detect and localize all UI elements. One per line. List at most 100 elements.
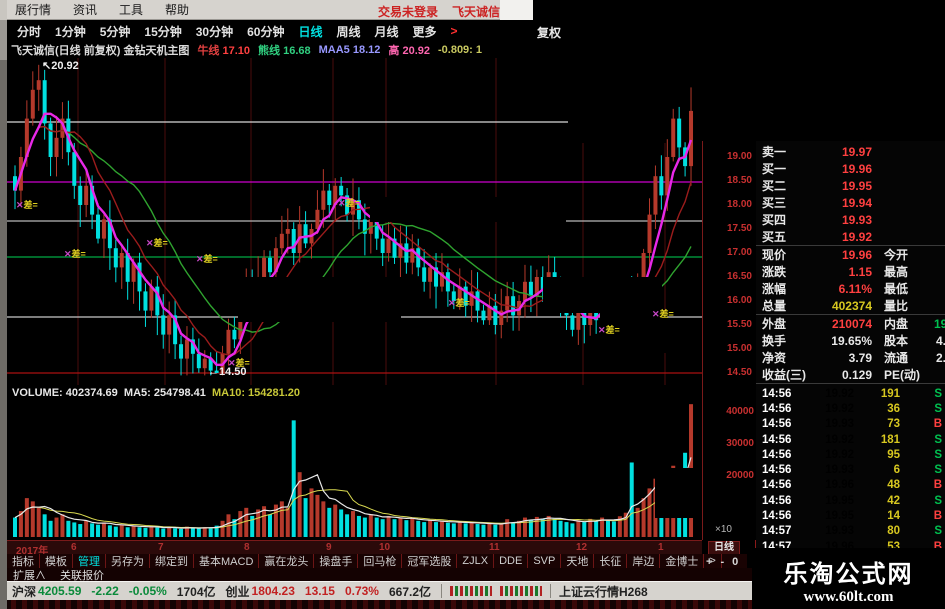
period-indicator: 日线 xyxy=(708,541,740,555)
tick-row: 14:56 19.92 181 S xyxy=(762,433,942,446)
quote-info: 现价 19.96 今开 涨跌 1.15 最高 涨幅 6.11% 最低 xyxy=(756,246,945,384)
indicator-extra: -0.809: 1 xyxy=(437,44,483,56)
zoom-controls: + -0 xyxy=(706,556,738,568)
chinext-label[interactable]: 创业 xyxy=(225,584,250,599)
signal-marker: ✕差= xyxy=(598,325,620,335)
fuquan-button[interactable]: 复权 xyxy=(537,26,562,40)
menu-bar-blank xyxy=(500,0,533,20)
quote-info-row: 换手 19.65% 股本 4. xyxy=(762,333,945,349)
main-candlestick-chart[interactable] xyxy=(7,58,702,385)
expand-bar-item[interactable]: 关联报价 xyxy=(60,569,104,582)
month-label: 6 xyxy=(71,542,77,553)
volume-chart[interactable] xyxy=(7,385,702,540)
volume-axis-label: 30000 xyxy=(726,438,754,449)
indicator-tab[interactable]: SVP xyxy=(528,554,562,568)
market-heat-blocks xyxy=(450,586,492,596)
chinext-amount: 667.2亿 xyxy=(388,584,431,599)
month-label: 11 xyxy=(489,542,500,553)
tick-row: 14:57 19.96 53 B xyxy=(762,540,942,548)
indicator-tab[interactable]: 指标 xyxy=(7,554,40,568)
signal-marker: ✕差= xyxy=(146,238,168,248)
period-tab[interactable]: 日线 xyxy=(298,24,323,39)
price-axis-label: 15.50 xyxy=(726,319,752,330)
price-axis-label: 18.00 xyxy=(726,199,752,210)
chart-header: 飞天诚信(日线 前复权) 金钻天机主图 牛线 17.10 熊线 16.68 MA… xyxy=(7,42,611,58)
indicator-tab[interactable]: 金博士 xyxy=(660,554,705,568)
status-divider xyxy=(441,584,442,598)
period-toolbar: 分时 1分钟 5分钟 15分钟 30分钟 60分钟 日线 周线 月线 更多 > xyxy=(7,20,708,42)
indicator-tab[interactable]: 绑定到 xyxy=(150,554,194,568)
year-label: 2017年 xyxy=(16,546,49,557)
signal-marker: ✕差= xyxy=(652,309,674,319)
period-tab[interactable]: 1分钟 xyxy=(55,24,86,39)
trough-price-label: ←14.50 xyxy=(208,366,247,378)
order-book-row: 买四 19.93 xyxy=(762,212,872,228)
indicator-tab[interactable]: 基本MACD xyxy=(194,554,260,568)
order-book-row: 买三 19.94 xyxy=(762,195,872,211)
expand-bar-item[interactable]: 扩展∧ xyxy=(13,569,46,582)
price-axis-label: 17.00 xyxy=(726,247,752,258)
indicator-tab[interactable]: 赢在龙头 xyxy=(259,554,315,568)
zoom-control-button[interactable]: 0 xyxy=(732,556,739,568)
indicator-tab[interactable]: 管理 xyxy=(73,554,106,568)
indicator-tab[interactable]: 长征 xyxy=(594,554,628,568)
zoom-control-button[interactable]: + xyxy=(706,556,713,568)
menu-item-quotes[interactable]: 展行情 xyxy=(15,3,52,17)
tick-row: 14:56 19.95 42 S xyxy=(762,494,942,507)
watermark-url: www.60lt.com xyxy=(803,589,894,605)
indicator-bull: 牛线 17.10 xyxy=(197,45,251,57)
indicator-tab[interactable]: ZJLX xyxy=(457,554,495,568)
indicator-tab[interactable]: 操盘手 xyxy=(314,554,359,568)
period-tab[interactable]: 周线 xyxy=(336,24,361,39)
volume-multiplier-label: ×10 xyxy=(715,524,732,535)
indicator-tab[interactable]: 冠军选股 xyxy=(402,554,458,568)
period-tab[interactable]: 30分钟 xyxy=(195,24,234,39)
indicator-tab[interactable]: DDE xyxy=(494,554,529,568)
trade-login-status[interactable]: 交易未登录 xyxy=(378,5,439,19)
tick-row: 14:56 19.93 6 S xyxy=(762,464,942,477)
zoom-control-button[interactable]: - xyxy=(720,556,725,568)
period-tab[interactable]: 5分钟 xyxy=(99,24,131,39)
period-tab[interactable]: 分时 xyxy=(17,24,42,39)
menu-item-help[interactable]: 帮助 xyxy=(165,3,190,17)
period-tab[interactable]: 更多 xyxy=(412,24,437,39)
menu-bar: 展行情 资讯 工具 帮助 xyxy=(7,0,533,20)
period-tab[interactable]: 15分钟 xyxy=(144,24,182,39)
indicator-tab-bar: 指标 模板 管理 另存为 绑定到 基本MACD 赢在龙头 操盘手 回马枪 冠军选股 ZJLX DDE S… xyxy=(7,554,747,568)
menu-item-tools[interactable]: 工具 xyxy=(119,3,144,17)
tick-list[interactable]: 14:56 19.92 191 S 14:56 19.92 36 S 14:56… xyxy=(756,386,945,548)
tick-row: 14:56 19.92 36 S xyxy=(762,402,942,415)
month-label: 12 xyxy=(576,542,588,553)
period-tab[interactable]: 月线 xyxy=(374,24,399,39)
period-tab[interactable]: > xyxy=(450,24,458,38)
signal-marker: ✕差= xyxy=(448,298,470,308)
month-label: 7 xyxy=(158,542,164,553)
quote-info-row: 现价 19.96 今开 xyxy=(762,247,909,263)
indicator-tab[interactable]: 模板 xyxy=(40,554,73,568)
indicator-high: 高 20.92 xyxy=(388,45,430,57)
market-heat-blocks xyxy=(500,586,542,596)
indicator-tab[interactable]: > xyxy=(704,554,722,568)
sh-sz-label[interactable]: 沪深 xyxy=(12,584,37,599)
watermark-site-name: 乐淘公式网 xyxy=(783,561,914,588)
indicator-tab[interactable]: 岸边 xyxy=(627,554,661,568)
order-book-row: 买一 19.96 xyxy=(762,161,872,177)
period-tab[interactable]: 60分钟 xyxy=(247,24,285,39)
watermark: 乐淘公式网 www.60lt.com xyxy=(752,548,945,609)
signal-marker: ✕差= xyxy=(228,358,250,368)
indicator-tab[interactable]: 天地 xyxy=(561,554,595,568)
price-axis-label: 18.50 xyxy=(726,175,752,186)
indicator-tab[interactable]: 另存为 xyxy=(106,554,150,568)
order-book-row: 买五 19.92 xyxy=(762,229,872,245)
server-status[interactable]: 上证云行情H268 xyxy=(559,584,648,599)
expand-bar: 扩展∧ 关联报价 xyxy=(7,568,753,582)
chart-title: 飞天诚信(日线 前复权) 金钻天机主图 xyxy=(11,45,190,57)
month-label: 8 xyxy=(244,542,250,553)
stock-name-menu[interactable]: 飞天诚信 xyxy=(452,5,501,19)
menu-item-news[interactable]: 资讯 xyxy=(73,3,98,17)
sh-sz-amount: 1704亿 xyxy=(176,584,216,599)
status-divider xyxy=(550,584,551,598)
indicator-tab[interactable]: 回马枪 xyxy=(358,554,403,568)
volume-header: VOLUME: 402374.69 MA5: 254798.41 MA10: 1… xyxy=(12,387,301,399)
